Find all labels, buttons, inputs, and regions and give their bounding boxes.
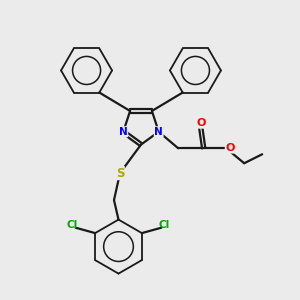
Text: O: O [196, 118, 206, 128]
Text: N: N [119, 127, 128, 137]
Text: Cl: Cl [159, 220, 170, 230]
Text: Cl: Cl [67, 220, 78, 230]
Text: S: S [116, 167, 124, 180]
Text: O: O [225, 143, 235, 153]
Text: N: N [154, 127, 163, 137]
